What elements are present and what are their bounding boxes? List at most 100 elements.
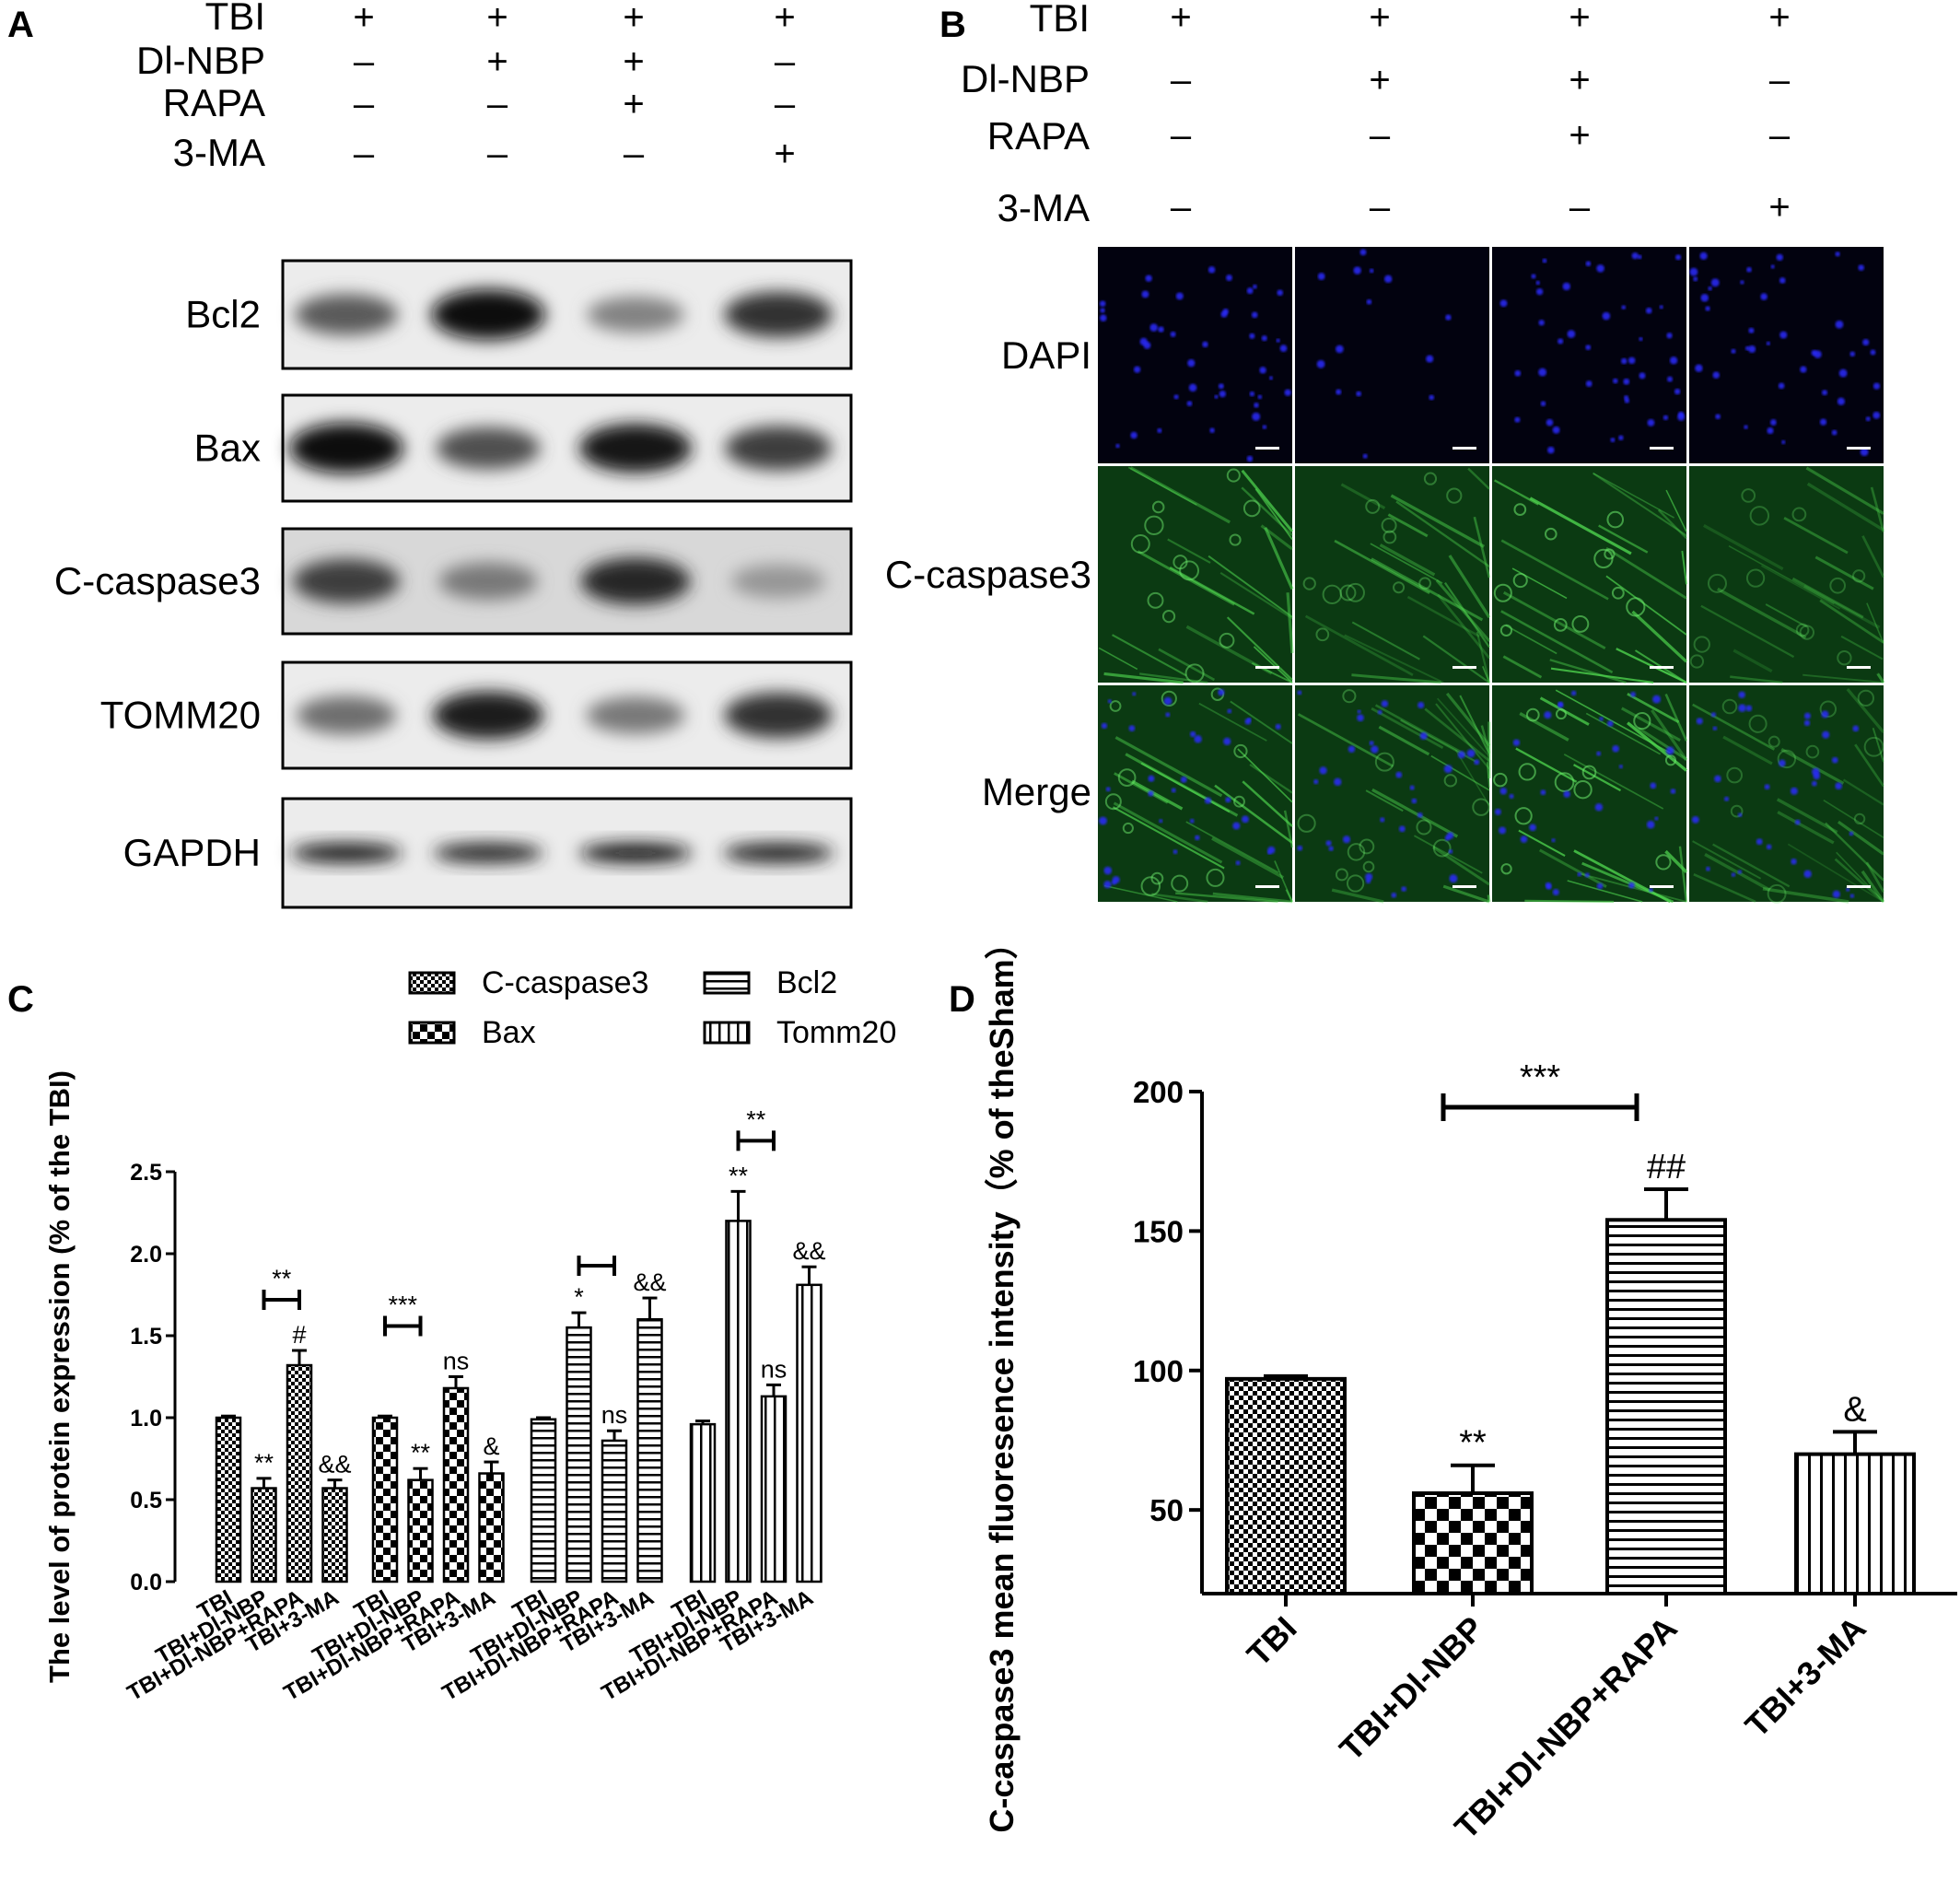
nucleus bbox=[1148, 790, 1153, 796]
nucleus bbox=[1648, 419, 1655, 427]
micrograph-row-label: DAPI bbox=[1001, 333, 1091, 377]
nucleus bbox=[1820, 419, 1826, 426]
nucleus bbox=[1209, 427, 1215, 433]
nucleus bbox=[1536, 288, 1543, 295]
bracket-label: ** bbox=[746, 1105, 766, 1133]
nucleus bbox=[1395, 772, 1402, 778]
condition-sign: + bbox=[1569, 60, 1590, 100]
significance-label: ** bbox=[411, 1439, 431, 1466]
nucleus bbox=[1358, 710, 1361, 714]
nucleus bbox=[1791, 788, 1798, 795]
nucleus bbox=[1558, 338, 1563, 344]
x-category-label: TBI+Dl-NBP bbox=[1332, 1609, 1491, 1769]
bar bbox=[531, 1420, 555, 1582]
condition-sign: – bbox=[624, 134, 645, 174]
nucleus bbox=[1336, 345, 1344, 354]
nucleus bbox=[1738, 870, 1742, 873]
nucleus bbox=[1607, 720, 1614, 727]
nucleus bbox=[1779, 332, 1787, 339]
panel-a: A TBI++++Dl-NBP–++–RAPA––+–3-MA–––+ Bcl2… bbox=[7, 0, 851, 907]
nucleus bbox=[1646, 308, 1652, 314]
nucleus bbox=[1692, 816, 1699, 824]
significance-label: ## bbox=[1647, 1148, 1686, 1186]
bar-group: &TBI+3-MA bbox=[1738, 1390, 1914, 1744]
nucleus bbox=[1449, 849, 1453, 854]
nucleus bbox=[1781, 440, 1785, 444]
series-group: TBI*TBI+Dl-NBPnsTBI+Dl-NBP+RAPA&&TBI+3-M… bbox=[438, 1256, 667, 1706]
nucleus bbox=[1363, 454, 1368, 459]
nucleus bbox=[1100, 314, 1107, 321]
nucleus bbox=[1850, 894, 1854, 897]
nucleus bbox=[1410, 786, 1415, 790]
nucleus bbox=[1521, 835, 1528, 843]
bar bbox=[216, 1418, 240, 1582]
nucleus bbox=[1647, 821, 1655, 829]
nucleus bbox=[1765, 784, 1770, 789]
panel-b: B TBI++++Dl-NBP–++–RAPA––+–3-MA–––+ DAPI… bbox=[885, 0, 1885, 904]
condition-label: Dl-NBP bbox=[136, 39, 265, 82]
x-category-label: TBI+Dl-NBP+RAPA bbox=[1447, 1609, 1685, 1847]
y-axis-title: The level of protein expression (% of th… bbox=[43, 1070, 76, 1683]
blot-band bbox=[587, 696, 685, 733]
significance-label: && bbox=[792, 1237, 825, 1265]
nucleus bbox=[1596, 752, 1601, 756]
nucleus bbox=[1695, 365, 1702, 372]
nucleus bbox=[1536, 281, 1540, 285]
nucleus bbox=[1514, 370, 1521, 377]
legend-item: Bax bbox=[410, 1015, 536, 1050]
panel-letter-b: B bbox=[939, 5, 966, 45]
nucleus bbox=[1835, 251, 1839, 256]
blot-label: TOMM20 bbox=[100, 694, 261, 737]
nucleus bbox=[1822, 390, 1827, 395]
nucleus bbox=[1756, 838, 1763, 845]
condition-sign: + bbox=[1170, 0, 1191, 38]
nucleus bbox=[1103, 881, 1111, 888]
nucleus bbox=[1738, 704, 1746, 712]
nucleus bbox=[1689, 268, 1698, 276]
nucleus bbox=[1336, 389, 1341, 394]
bar-group: **TBI+Dl-NBP bbox=[1332, 1424, 1532, 1768]
nucleus bbox=[1267, 850, 1271, 854]
nucleus bbox=[1666, 333, 1672, 338]
nucleus bbox=[1129, 725, 1136, 731]
nucleus bbox=[1571, 691, 1576, 695]
nucleus bbox=[1277, 289, 1283, 296]
nucleus bbox=[1563, 283, 1570, 290]
nucleus bbox=[1252, 312, 1258, 319]
nucleus bbox=[1429, 395, 1434, 401]
y-tick-label: 100 bbox=[1133, 1354, 1184, 1388]
scale-bar bbox=[1452, 447, 1476, 450]
nucleus bbox=[1259, 367, 1266, 373]
micrograph bbox=[1492, 247, 1686, 463]
bar bbox=[727, 1221, 751, 1582]
fibre bbox=[1488, 894, 1489, 902]
blot-row: C-caspase3 bbox=[54, 529, 851, 634]
bar bbox=[567, 1327, 591, 1582]
bar bbox=[1227, 1379, 1345, 1594]
nucleus bbox=[1791, 859, 1797, 865]
micrograph bbox=[1098, 466, 1292, 683]
nucleus bbox=[1538, 320, 1544, 325]
nucleus bbox=[1359, 249, 1366, 255]
nucleus bbox=[1547, 447, 1555, 454]
nucleus bbox=[1356, 391, 1361, 397]
significance-label: & bbox=[483, 1432, 499, 1460]
nucleus bbox=[1318, 273, 1325, 280]
micrograph bbox=[1689, 247, 1884, 463]
y-tick-label: 0.5 bbox=[130, 1488, 162, 1513]
nucleus bbox=[1745, 346, 1750, 351]
nucleus bbox=[1399, 825, 1406, 832]
scale-bar bbox=[1255, 447, 1279, 450]
nucleus bbox=[1711, 712, 1716, 717]
nucleus bbox=[1444, 765, 1452, 773]
nucleus bbox=[1619, 765, 1623, 768]
nucleus bbox=[1531, 274, 1535, 278]
nucleus bbox=[1173, 394, 1178, 399]
micrograph-background bbox=[1492, 247, 1686, 463]
nucleus bbox=[1814, 773, 1820, 779]
nucleus bbox=[1596, 264, 1604, 273]
nucleus bbox=[1618, 435, 1624, 440]
nucleus bbox=[1586, 380, 1592, 387]
nucleus bbox=[1370, 741, 1374, 745]
